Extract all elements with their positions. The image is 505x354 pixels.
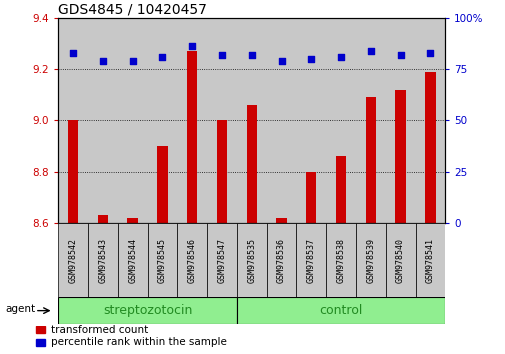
Bar	[326, 223, 355, 297]
Text: GSM978535: GSM978535	[247, 238, 256, 283]
Bar	[385, 223, 415, 297]
Bar	[355, 223, 385, 297]
Point	[396, 52, 404, 57]
Bar	[36, 338, 45, 346]
Text: GSM978536: GSM978536	[276, 238, 285, 283]
Text: GSM978547: GSM978547	[217, 238, 226, 283]
Bar	[276, 218, 286, 223]
Text: GSM978538: GSM978538	[336, 238, 345, 283]
Bar	[88, 18, 118, 223]
Text: GSM978546: GSM978546	[187, 238, 196, 283]
Text: GSM978542: GSM978542	[69, 238, 77, 283]
Text: GSM978543: GSM978543	[98, 238, 107, 283]
Text: GSM978539: GSM978539	[366, 238, 375, 283]
Point	[247, 52, 256, 57]
Point	[69, 50, 77, 56]
Text: GSM978541: GSM978541	[425, 238, 434, 283]
Bar	[335, 156, 345, 223]
Bar	[118, 18, 147, 223]
Bar	[394, 90, 405, 223]
Bar	[58, 223, 88, 297]
Bar	[127, 218, 137, 223]
Bar	[58, 297, 236, 324]
Text: transformed count: transformed count	[50, 325, 147, 335]
Bar	[296, 18, 326, 223]
Text: agent: agent	[6, 304, 36, 314]
Bar	[58, 18, 88, 223]
Point	[218, 52, 226, 57]
Bar	[424, 72, 435, 223]
Bar	[355, 18, 385, 223]
Bar	[207, 223, 236, 297]
Bar	[207, 18, 236, 223]
Point	[128, 58, 136, 64]
Bar	[236, 297, 444, 324]
Bar	[246, 105, 257, 223]
Bar	[236, 223, 266, 297]
Bar	[415, 18, 444, 223]
Bar	[177, 18, 207, 223]
Bar	[365, 97, 375, 223]
Point	[188, 44, 196, 49]
Point	[277, 58, 285, 64]
Point	[98, 58, 107, 64]
Bar	[97, 215, 108, 223]
Text: GDS4845 / 10420457: GDS4845 / 10420457	[58, 2, 207, 17]
Bar	[385, 18, 415, 223]
Bar	[177, 223, 207, 297]
Point	[307, 56, 315, 62]
Bar	[118, 223, 147, 297]
Bar	[36, 326, 45, 333]
Point	[336, 54, 344, 59]
Bar	[157, 146, 167, 223]
Text: percentile rank within the sample: percentile rank within the sample	[50, 337, 226, 347]
Text: GSM978537: GSM978537	[306, 238, 315, 283]
Bar	[326, 18, 355, 223]
Bar	[88, 223, 118, 297]
Text: GSM978540: GSM978540	[395, 238, 405, 283]
Point	[366, 48, 374, 53]
Bar	[216, 120, 227, 223]
Bar	[296, 223, 326, 297]
Bar	[415, 223, 444, 297]
Bar	[147, 18, 177, 223]
Bar	[266, 18, 296, 223]
Bar	[236, 18, 266, 223]
Text: GSM978544: GSM978544	[128, 238, 137, 283]
Bar	[187, 51, 197, 223]
Point	[426, 50, 434, 56]
Text: streptozotocin: streptozotocin	[103, 304, 192, 317]
Text: GSM978545: GSM978545	[158, 238, 167, 283]
Bar	[306, 172, 316, 223]
Text: control: control	[319, 304, 362, 317]
Bar	[266, 223, 296, 297]
Bar	[68, 120, 78, 223]
Bar	[147, 223, 177, 297]
Point	[158, 54, 166, 59]
